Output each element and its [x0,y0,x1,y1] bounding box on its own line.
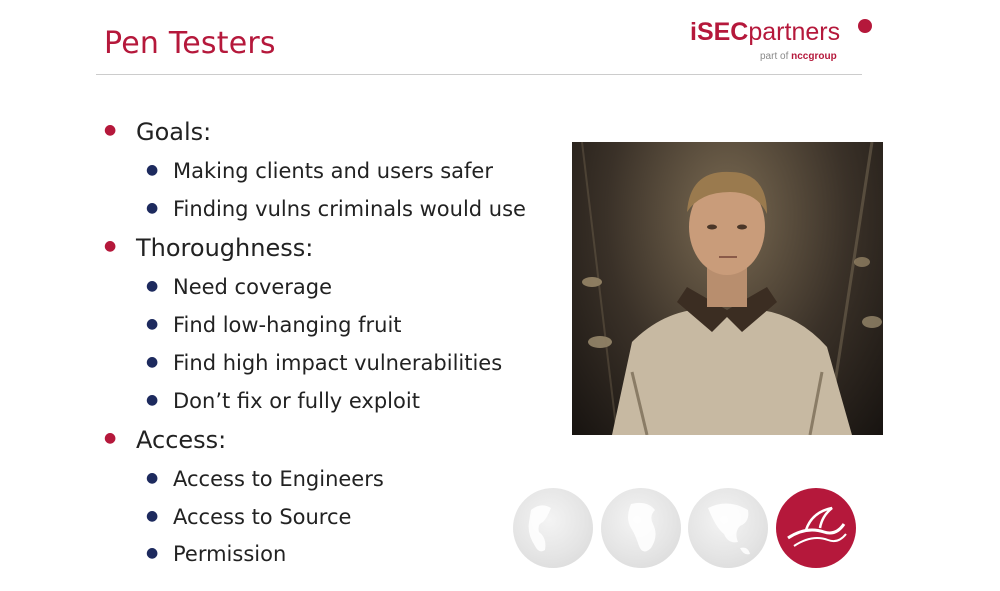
title-divider [96,74,862,75]
bullet-dot-icon: ● [146,278,159,294]
bullet-text: Don’t fix or fully exploit [173,389,420,413]
bullet-dot-icon: ● [104,238,117,254]
bullet-dot-icon: ● [146,162,159,178]
globe-icon [513,488,593,568]
bullet-text: Access to Source [173,505,352,529]
globe-americas-shape [528,505,551,552]
bullet-text: Find high impact vulnerabilities [173,351,503,375]
bullet-dot-icon: ● [146,470,159,486]
bullet-level2: ● Access to Source [146,505,352,529]
bullet-dot-icon: ● [104,430,117,446]
logo-swirl-icon [858,19,872,33]
globe-icon [601,488,681,568]
bullet-text: Goals: [136,118,212,146]
man-in-jacket-photo [572,142,883,435]
bullet-text: Need coverage [173,275,333,299]
bullet-dot-icon: ● [146,200,159,216]
bullet-level2: ● Find high impact vulnerabilities [146,351,503,375]
logo-sub-brand: nccgroup [791,51,837,62]
bullet-text: Finding vulns criminals would use [173,197,526,221]
bullet-level1: ● Thoroughness: [104,234,314,262]
bullet-level1: ● Goals: [104,118,212,146]
bullet-level2: ● Making clients and users safer [146,159,493,183]
bullet-text: Permission [173,542,287,566]
bullet-text: Making clients and users safer [173,159,493,183]
logo-text-regular: partners [748,18,841,46]
isec-partners-logo: iSECpartners part of nccgroup [690,18,880,68]
flourish-shape [787,506,847,547]
bullet-level2: ● Finding vulns criminals would use [146,197,526,221]
bullet-dot-icon: ● [104,122,117,138]
bullet-text: Access: [136,426,227,454]
logo-subtitle: part of nccgroup [760,51,837,62]
globe-asia-shape [708,503,750,555]
globe-europe-africa-shape [628,502,656,552]
logo-sub-prefix: part of [760,51,792,62]
bullet-level2: ● Don’t fix or fully exploit [146,389,420,413]
ncc-flourish-icon [776,488,856,568]
logo-wordmark: iSECpartners [690,18,840,47]
bullet-dot-icon: ● [146,316,159,332]
bullet-dot-icon: ● [146,392,159,408]
photo-illustration [581,142,882,435]
bullet-level1: ● Access: [104,426,227,454]
slide-title: Pen Testers [104,26,276,61]
logo-text-bold: iSEC [690,18,749,46]
bullet-text: Find low-hanging fruit [173,313,402,337]
bullet-dot-icon: ● [146,545,159,561]
bullet-level2: ● Need coverage [146,275,333,299]
bullet-text: Thoroughness: [136,234,314,262]
bullet-level2: ● Find low-hanging fruit [146,313,402,337]
bullet-level2: ● Access to Engineers [146,467,384,491]
globe-icon [688,488,768,568]
bullet-dot-icon: ● [146,508,159,524]
bullet-text: Access to Engineers [173,467,384,491]
bullet-level2: ● Permission [146,542,287,566]
bullet-dot-icon: ● [146,354,159,370]
